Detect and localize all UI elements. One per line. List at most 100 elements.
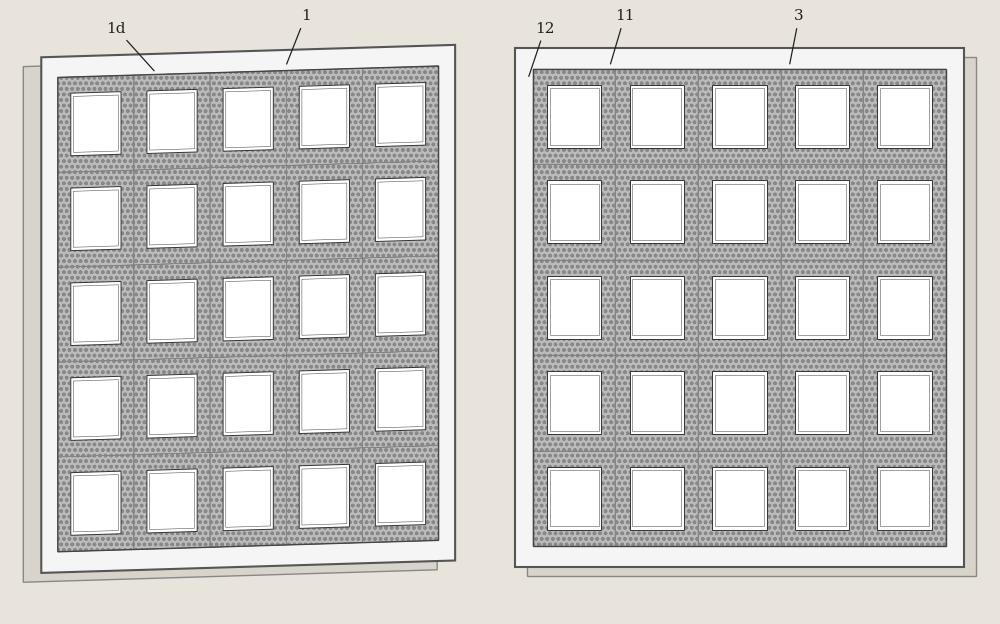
Polygon shape xyxy=(781,260,863,355)
Text: 11: 11 xyxy=(610,9,634,64)
Polygon shape xyxy=(362,351,439,448)
Polygon shape xyxy=(71,471,121,535)
Polygon shape xyxy=(795,371,849,434)
Polygon shape xyxy=(58,75,134,172)
Polygon shape xyxy=(71,376,121,441)
Polygon shape xyxy=(210,165,286,263)
Polygon shape xyxy=(630,180,684,243)
Polygon shape xyxy=(615,164,698,260)
Polygon shape xyxy=(23,54,437,582)
Polygon shape xyxy=(210,260,286,358)
Polygon shape xyxy=(877,180,932,243)
Polygon shape xyxy=(515,48,964,567)
Polygon shape xyxy=(863,69,946,164)
Polygon shape xyxy=(877,276,932,339)
Polygon shape xyxy=(863,164,946,260)
Polygon shape xyxy=(630,467,684,530)
Polygon shape xyxy=(286,258,362,355)
Polygon shape xyxy=(630,276,684,339)
Polygon shape xyxy=(286,353,362,450)
Polygon shape xyxy=(781,164,863,260)
Polygon shape xyxy=(286,163,362,260)
Polygon shape xyxy=(533,69,615,164)
Polygon shape xyxy=(147,469,197,533)
Polygon shape xyxy=(41,45,455,573)
Polygon shape xyxy=(698,260,781,355)
Polygon shape xyxy=(210,355,286,452)
Polygon shape xyxy=(615,451,698,546)
Polygon shape xyxy=(362,446,439,543)
Polygon shape xyxy=(795,180,849,243)
Polygon shape xyxy=(71,187,121,251)
Polygon shape xyxy=(375,272,426,336)
Polygon shape xyxy=(630,85,684,148)
Polygon shape xyxy=(795,85,849,148)
Polygon shape xyxy=(533,451,615,546)
Polygon shape xyxy=(615,260,698,355)
Polygon shape xyxy=(547,467,601,530)
Polygon shape xyxy=(223,372,273,436)
Polygon shape xyxy=(147,89,197,154)
Polygon shape xyxy=(547,276,601,339)
Polygon shape xyxy=(863,260,946,355)
Polygon shape xyxy=(58,360,134,457)
Polygon shape xyxy=(863,451,946,546)
Polygon shape xyxy=(134,358,210,455)
Text: 3: 3 xyxy=(790,9,804,64)
Polygon shape xyxy=(223,182,273,246)
Polygon shape xyxy=(147,184,197,248)
Polygon shape xyxy=(375,462,426,526)
Polygon shape xyxy=(795,276,849,339)
Polygon shape xyxy=(712,276,767,339)
Polygon shape xyxy=(781,69,863,164)
Polygon shape xyxy=(533,164,615,260)
Polygon shape xyxy=(375,82,426,147)
Polygon shape xyxy=(71,92,121,156)
Polygon shape xyxy=(698,451,781,546)
Polygon shape xyxy=(58,170,134,267)
Polygon shape xyxy=(795,467,849,530)
Polygon shape xyxy=(547,180,601,243)
Polygon shape xyxy=(781,355,863,451)
Polygon shape xyxy=(210,450,286,547)
Polygon shape xyxy=(299,464,349,529)
Polygon shape xyxy=(533,260,615,355)
Text: 1d: 1d xyxy=(106,22,154,71)
Polygon shape xyxy=(533,355,615,451)
Text: 1: 1 xyxy=(287,9,310,64)
Polygon shape xyxy=(712,371,767,434)
Polygon shape xyxy=(223,467,273,530)
Polygon shape xyxy=(615,355,698,451)
Polygon shape xyxy=(698,355,781,451)
Polygon shape xyxy=(781,451,863,546)
Polygon shape xyxy=(375,367,426,431)
Polygon shape xyxy=(299,369,349,434)
Polygon shape xyxy=(147,279,197,343)
Polygon shape xyxy=(223,277,273,341)
Polygon shape xyxy=(547,371,601,434)
Polygon shape xyxy=(134,263,210,360)
Polygon shape xyxy=(134,168,210,265)
Polygon shape xyxy=(615,69,698,164)
Polygon shape xyxy=(210,71,286,168)
Polygon shape xyxy=(698,164,781,260)
Polygon shape xyxy=(286,68,362,165)
Polygon shape xyxy=(877,467,932,530)
Polygon shape xyxy=(147,374,197,438)
Polygon shape xyxy=(698,69,781,164)
Polygon shape xyxy=(134,73,210,170)
Polygon shape xyxy=(630,371,684,434)
Text: 12: 12 xyxy=(529,22,555,76)
Polygon shape xyxy=(712,85,767,148)
Polygon shape xyxy=(375,177,426,241)
Polygon shape xyxy=(712,467,767,530)
Polygon shape xyxy=(877,85,932,148)
Polygon shape xyxy=(299,180,349,244)
Polygon shape xyxy=(362,256,439,353)
Polygon shape xyxy=(286,448,362,545)
Polygon shape xyxy=(527,57,976,576)
Polygon shape xyxy=(58,265,134,362)
Polygon shape xyxy=(362,161,439,258)
Polygon shape xyxy=(134,452,210,550)
Polygon shape xyxy=(58,455,134,552)
